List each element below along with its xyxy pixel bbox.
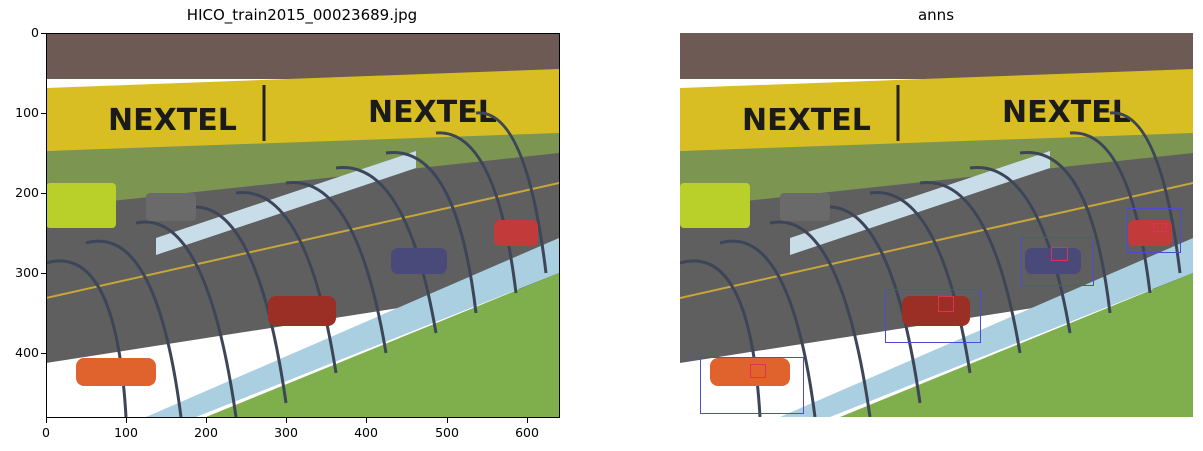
left-photo: NEXTEL NEXTEL — [46, 33, 559, 417]
person-box — [700, 357, 804, 414]
object-box — [1051, 247, 1068, 261]
x-tick-label: 200 — [194, 425, 218, 440]
sign-text-left: NEXTEL — [742, 103, 871, 138]
person-box — [1021, 237, 1094, 286]
object-box — [938, 296, 954, 312]
sign-text-right: NEXTEL — [368, 95, 497, 130]
sign-text-left: NEXTEL — [108, 103, 237, 138]
race-scene-annotated: NEXTEL NEXTEL — [680, 33, 1193, 417]
sign-text-right: NEXTEL — [1002, 95, 1131, 130]
x-tick-label: 400 — [354, 425, 378, 440]
left-panel-title: HICO_train2015_00023689.jpg — [186, 6, 418, 24]
x-tick-label: 600 — [515, 425, 539, 440]
right-panel-title: anns — [917, 6, 955, 24]
x-tick-label: 0 — [42, 425, 50, 440]
y-tick-label: 100 — [15, 105, 39, 120]
x-tick-label: 100 — [114, 425, 138, 440]
x-tick-label: 300 — [274, 425, 298, 440]
y-tick-label: 200 — [15, 185, 39, 200]
y-tick-label: 300 — [15, 265, 39, 280]
object-box — [1153, 223, 1167, 232]
person-box — [1127, 208, 1181, 253]
right-photo: NEXTEL NEXTEL — [680, 33, 1193, 417]
race-scene: NEXTEL NEXTEL — [46, 33, 559, 417]
y-tick-label: 400 — [15, 345, 39, 360]
object-box — [750, 364, 766, 378]
x-tick-label: 500 — [435, 425, 459, 440]
person-box — [885, 289, 981, 343]
y-tick-label: 0 — [31, 25, 39, 40]
